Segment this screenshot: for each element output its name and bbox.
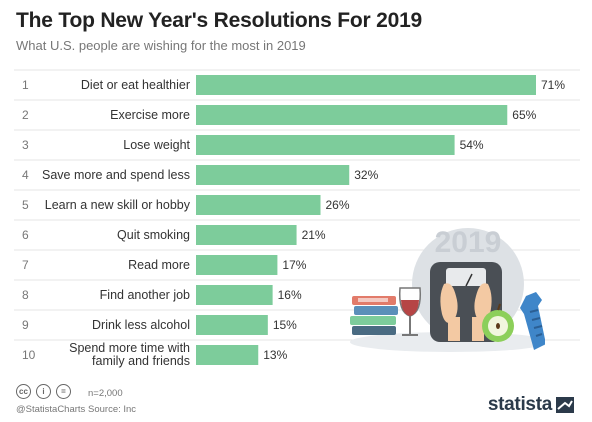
chart-subtitle: What U.S. people are wishing for the mos…: [16, 38, 306, 53]
tie-icon: [520, 292, 545, 350]
bar: [196, 255, 278, 275]
rank-label: 9: [22, 318, 29, 332]
data-label: 26%: [326, 198, 350, 212]
bar: [196, 345, 259, 365]
cc-icon: cc: [16, 384, 31, 399]
statista-logo: statista: [487, 394, 552, 415]
bar: [196, 165, 350, 185]
bar: [196, 135, 455, 155]
bar: [196, 75, 536, 95]
data-label: 13%: [263, 348, 287, 362]
sample-size: n=2,000: [88, 388, 123, 399]
category-label: Exercise more: [110, 108, 190, 122]
no-derivatives-icon: =: [56, 384, 71, 399]
rank-label: 2: [22, 108, 29, 122]
year-text: 2019: [435, 226, 502, 259]
data-label: 65%: [512, 108, 536, 122]
category-label: Read more: [128, 258, 190, 272]
category-label: Lose weight: [123, 138, 190, 152]
bar: [196, 225, 297, 245]
chart-title: The Top New Year's Resolutions For 2019: [16, 9, 423, 32]
source-text: Source: Inc: [88, 404, 137, 415]
data-label: 32%: [354, 168, 378, 182]
feet-icon: [440, 283, 492, 323]
category-label: Diet or eat healthier: [81, 78, 190, 92]
rank-label: 7: [22, 258, 29, 272]
category-label: Learn a new skill or hobby: [45, 198, 191, 212]
category-label: Find another job: [100, 288, 190, 302]
rank-label: 5: [22, 198, 29, 212]
bar: [196, 105, 508, 125]
credit-text: @StatistaCharts: [16, 404, 86, 415]
statista-logo-mark: [556, 397, 574, 413]
category-label: Spend more time with family and friends: [69, 341, 190, 368]
data-label: 54%: [460, 138, 484, 152]
data-label: 21%: [302, 228, 326, 242]
wine-glass-icon: [398, 287, 422, 336]
data-label: 15%: [273, 318, 297, 332]
bar: [196, 195, 321, 215]
rank-label: 3: [22, 138, 29, 152]
data-label: 71%: [541, 78, 565, 92]
books-icon: [350, 296, 398, 335]
bar: [196, 285, 273, 305]
bar: [196, 315, 268, 335]
bar-chart: 1 Diet or eat healthier 71% 2 Exercise more 6…: [14, 69, 580, 368]
data-label: 16%: [278, 288, 302, 302]
rank-label: 1: [22, 78, 29, 92]
resolutions-illustration: 2019: [350, 226, 545, 352]
apple-icon: [482, 303, 514, 342]
category-label: Drink less alcohol: [92, 318, 190, 332]
rank-label: 8: [22, 288, 29, 302]
category-label: Save more and spend less: [42, 168, 190, 182]
rank-label: 6: [22, 228, 29, 242]
rank-label: 10: [22, 348, 36, 362]
category-label: Quit smoking: [117, 228, 190, 242]
data-label: 17%: [282, 258, 306, 272]
attribution-icon: i: [36, 384, 51, 399]
rank-label: 4: [22, 168, 29, 182]
